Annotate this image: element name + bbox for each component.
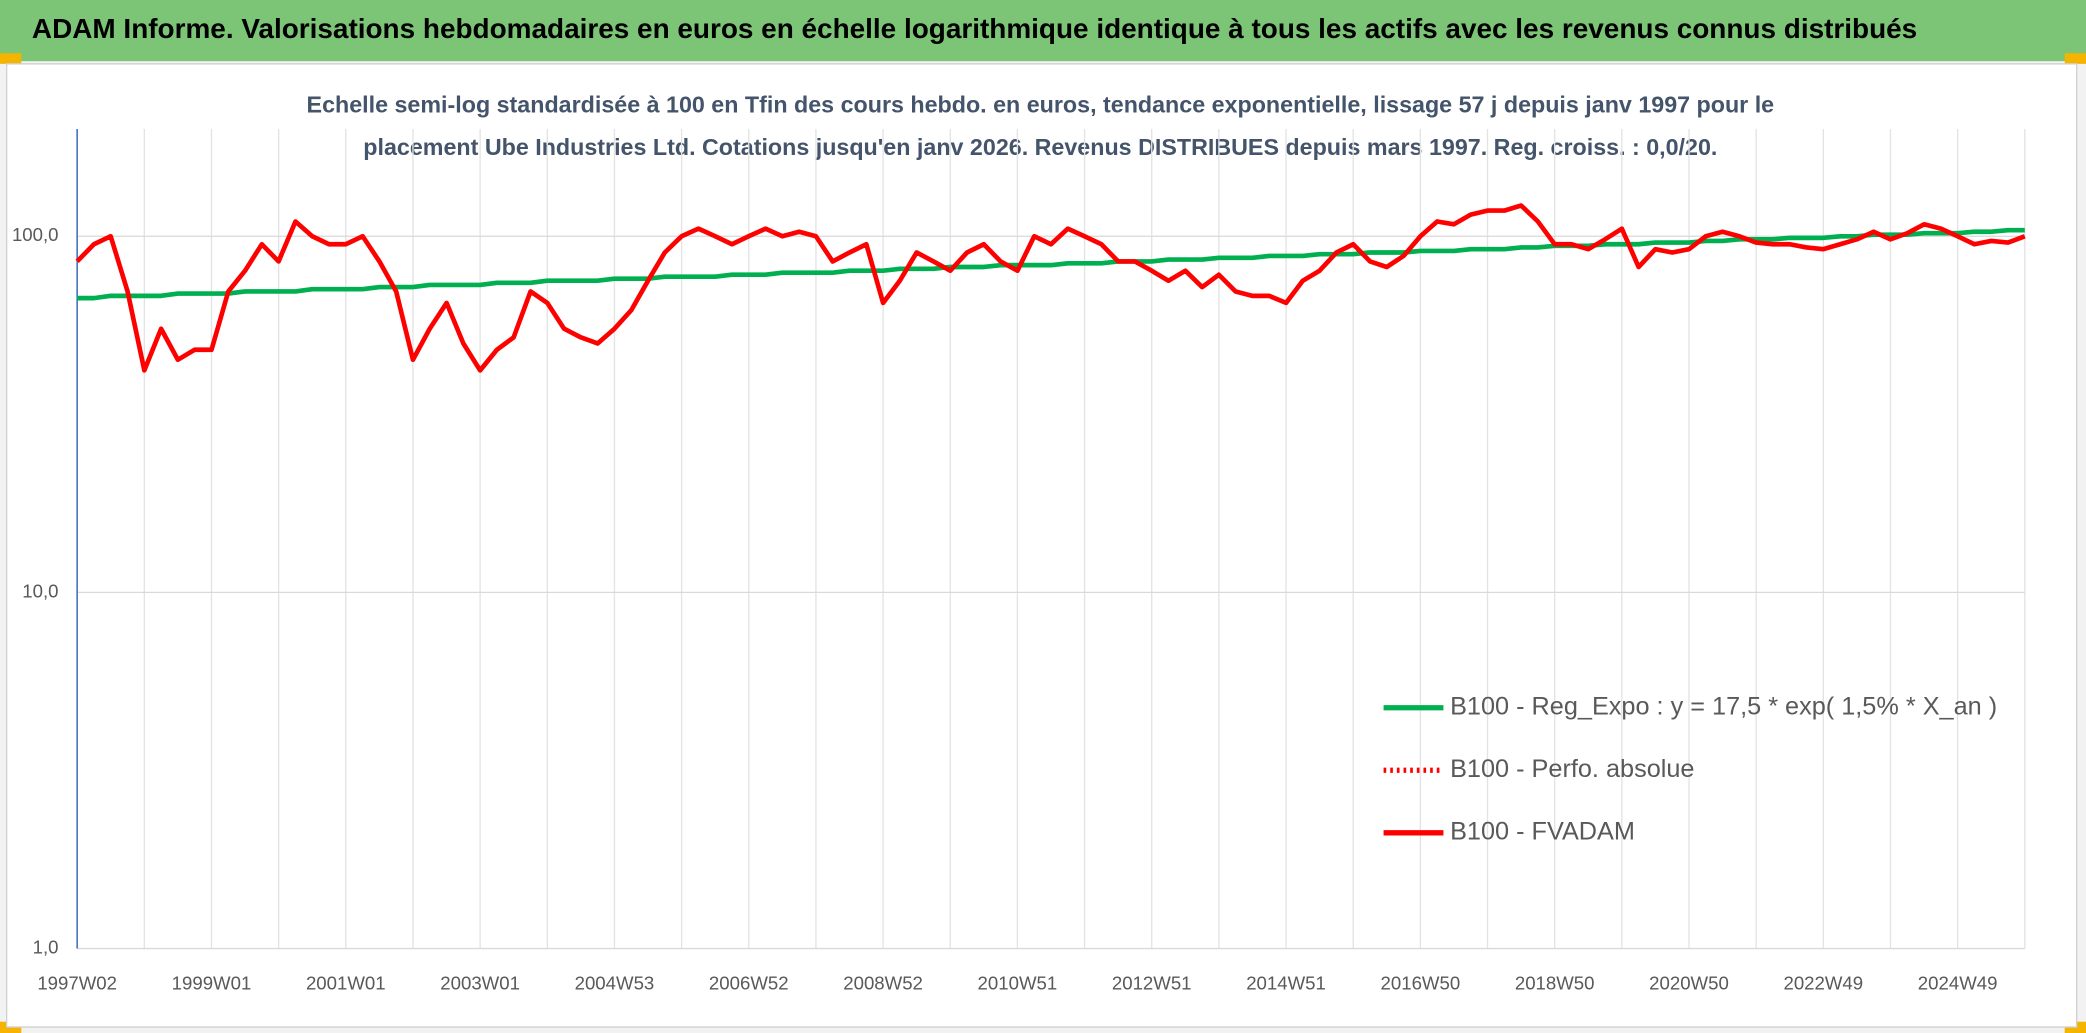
- y-tick-label: 100,0: [12, 224, 59, 245]
- y-tick-label: 10,0: [22, 580, 58, 601]
- chart-subtitle: Echelle semi-log standardisée à 100 en T…: [307, 92, 1775, 118]
- chart-frame: [5, 63, 2078, 1028]
- x-tick-label: 2014W51: [1246, 972, 1326, 993]
- x-tick-label: 1997W02: [37, 972, 117, 993]
- x-tick-label: 2003W01: [440, 972, 520, 993]
- x-tick-label: 2001W01: [306, 972, 386, 993]
- x-tick-label: 2022W49: [1783, 972, 1863, 993]
- x-tick-label: 2006W52: [709, 972, 789, 993]
- y-tick-label: 1,0: [33, 936, 59, 957]
- corner: [2064, 53, 2086, 64]
- x-tick-label: 2016W50: [1381, 972, 1461, 993]
- series-line: [75, 203, 2026, 373]
- x-tick-label: 2024W49: [1918, 972, 1998, 993]
- chart-subtitle: placement Ube Industries Ltd. Cotations …: [363, 134, 1717, 160]
- header-title: ADAM Informe. Valorisations hebdomadaire…: [32, 13, 1917, 44]
- x-tick-label: 2004W53: [575, 972, 655, 993]
- x-tick-label: 2008W52: [843, 972, 923, 993]
- legend-label: B100 - FVADAM: [1450, 817, 1635, 845]
- x-tick-label: 2010W51: [978, 972, 1058, 993]
- x-tick-label: 2020W50: [1649, 972, 1729, 993]
- legend-label: B100 - Perfo. absolue: [1450, 755, 1694, 783]
- x-tick-label: 2018W50: [1515, 972, 1595, 993]
- header-bar: [0, 0, 2086, 62]
- x-tick-label: 1999W01: [172, 972, 252, 993]
- legend-label: B100 - Reg_Expo : y = 17,5 * exp( 1,5% *…: [1450, 692, 1997, 720]
- corner: [0, 53, 22, 64]
- x-tick-label: 2012W51: [1112, 972, 1192, 993]
